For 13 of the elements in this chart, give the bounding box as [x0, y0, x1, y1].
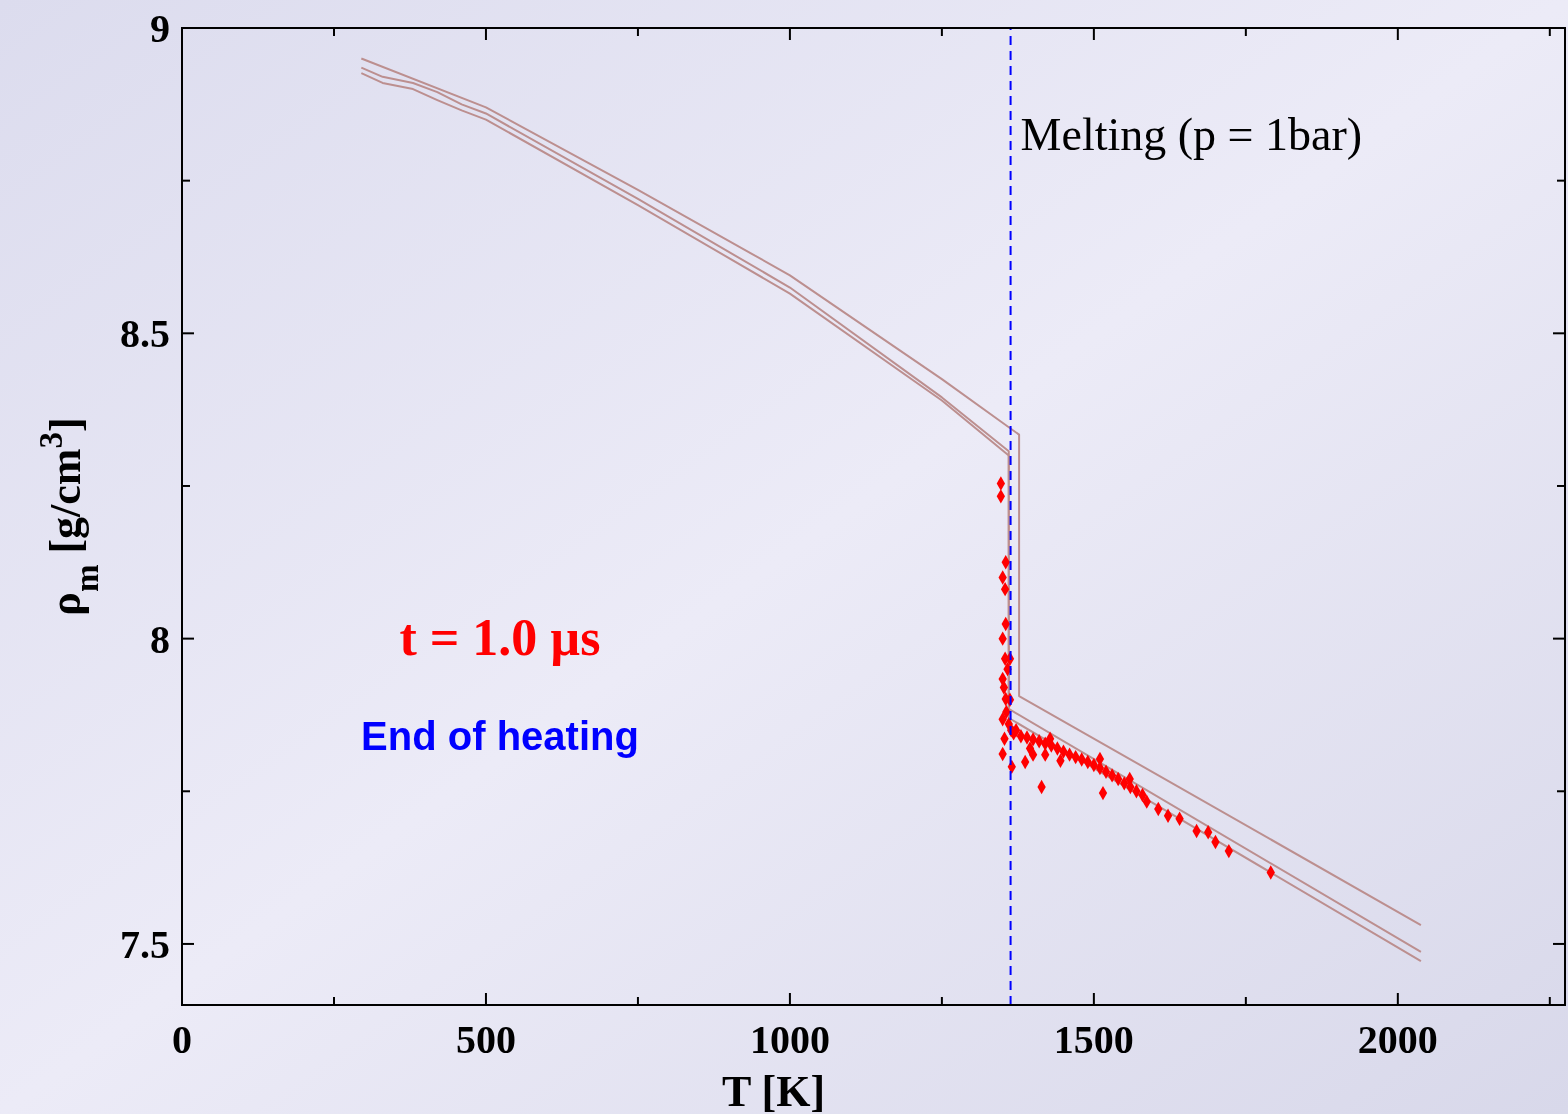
- x-axis-title: T [K]: [721, 1067, 826, 1114]
- y-tick-label: 8.5: [120, 311, 170, 357]
- annotation: End of heating: [361, 714, 639, 758]
- annotation: t = 1.0 µs: [399, 609, 601, 666]
- y-tick-label: 8: [150, 616, 170, 662]
- x-tick-label: 2000: [1357, 1017, 1438, 1062]
- y-tick-label: 9: [150, 6, 170, 51]
- x-tick-label: 1000: [749, 1017, 830, 1062]
- y-tick-label: 7.5: [120, 921, 170, 967]
- x-tick-label: 500: [455, 1017, 516, 1062]
- x-tick-label: 0: [172, 1017, 192, 1062]
- annotation: Melting (p = 1bar): [1020, 109, 1363, 161]
- x-tick-label: 1500: [1053, 1017, 1134, 1062]
